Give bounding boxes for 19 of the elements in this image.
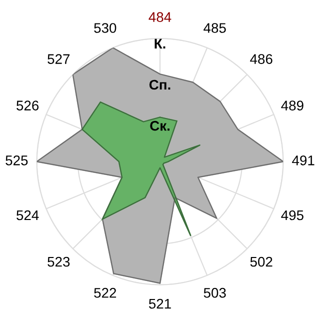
spoke-label: 527 xyxy=(48,54,70,64)
spoke-label: 524 xyxy=(16,210,39,220)
spoke-label: 522 xyxy=(94,288,116,298)
spoke-label: 521 xyxy=(148,298,171,309)
y-tick-label: Ск. xyxy=(150,120,170,131)
y-tick-label: Сп. xyxy=(149,80,170,90)
spoke-label: 489 xyxy=(281,100,304,110)
spoke-label: 523 xyxy=(48,256,70,267)
spoke-label: 503 xyxy=(204,288,226,298)
y-tick-label: К. xyxy=(154,38,166,48)
spoke-label: 526 xyxy=(16,100,39,110)
spoke-label: 484 xyxy=(148,12,172,22)
spoke-label: 525 xyxy=(6,155,28,166)
spoke-label: 491 xyxy=(292,155,314,166)
spoke-label: 485 xyxy=(204,23,226,33)
spoke-label: 486 xyxy=(250,54,272,64)
spoke-label: 502 xyxy=(250,256,272,267)
spoke-label: 530 xyxy=(94,23,116,33)
spoke-label: 495 xyxy=(281,210,304,220)
